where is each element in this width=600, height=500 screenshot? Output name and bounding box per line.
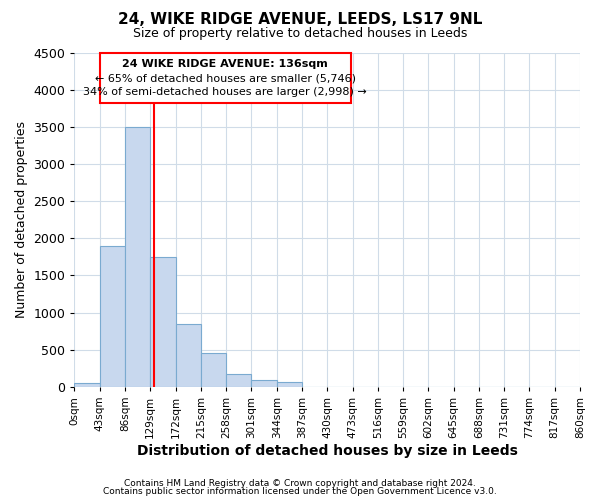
- Bar: [125, 127, 150, 387]
- Text: 24 WIKE RIDGE AVENUE: 136sqm: 24 WIKE RIDGE AVENUE: 136sqm: [122, 59, 328, 69]
- Bar: [100, 246, 125, 387]
- Text: Size of property relative to detached houses in Leeds: Size of property relative to detached ho…: [133, 28, 467, 40]
- Text: 24, WIKE RIDGE AVENUE, LEEDS, LS17 9NL: 24, WIKE RIDGE AVENUE, LEEDS, LS17 9NL: [118, 12, 482, 28]
- Bar: [226, 374, 251, 387]
- Text: Contains HM Land Registry data © Crown copyright and database right 2024.: Contains HM Land Registry data © Crown c…: [124, 478, 476, 488]
- FancyBboxPatch shape: [100, 53, 351, 103]
- Text: ← 65% of detached houses are smaller (5,746): ← 65% of detached houses are smaller (5,…: [95, 73, 356, 83]
- Bar: [251, 380, 277, 387]
- Text: Contains public sector information licensed under the Open Government Licence v3: Contains public sector information licen…: [103, 487, 497, 496]
- Bar: [176, 324, 201, 387]
- Bar: [277, 382, 302, 387]
- Y-axis label: Number of detached properties: Number of detached properties: [15, 121, 28, 318]
- Bar: [150, 257, 176, 387]
- Text: 34% of semi-detached houses are larger (2,998) →: 34% of semi-detached houses are larger (…: [83, 87, 367, 97]
- X-axis label: Distribution of detached houses by size in Leeds: Distribution of detached houses by size …: [137, 444, 518, 458]
- Bar: [74, 383, 100, 387]
- Bar: [201, 354, 226, 387]
